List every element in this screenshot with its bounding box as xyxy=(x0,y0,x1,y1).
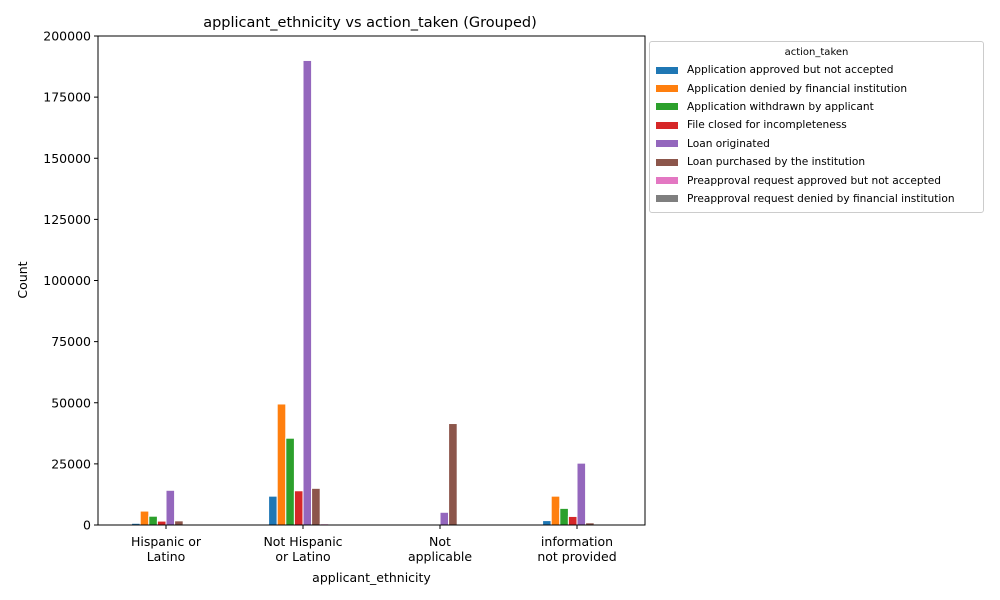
legend-swatch xyxy=(656,103,678,111)
bar xyxy=(156,520,167,526)
legend-item: Preapproval request approved but not acc… xyxy=(650,171,983,189)
bar xyxy=(165,489,176,526)
legend-item: Application withdrawn by applicant xyxy=(650,98,983,116)
legend-item: Preapproval request denied by financial … xyxy=(650,190,983,208)
bar xyxy=(311,487,321,526)
x-tick-label: or Latino xyxy=(275,549,330,564)
y-axis-label: Count xyxy=(15,261,30,298)
legend-swatch xyxy=(656,158,678,166)
legend-swatch xyxy=(656,66,678,74)
x-tick-label: Hispanic or xyxy=(131,534,202,549)
bar xyxy=(174,520,184,526)
bar xyxy=(439,511,450,526)
legend-item: Application approved but not accepted xyxy=(650,61,983,79)
bar xyxy=(148,515,158,526)
legend-swatch xyxy=(656,85,678,93)
x-tick-label: information xyxy=(541,534,613,549)
legend-swatch xyxy=(656,140,678,148)
bar xyxy=(567,515,578,526)
y-tick-label: 25000 xyxy=(51,456,91,471)
bar xyxy=(302,59,313,526)
y-tick-label: 100000 xyxy=(43,273,91,288)
y-tick-label: 175000 xyxy=(43,90,91,105)
legend-items: Application approved but not accepted App… xyxy=(650,61,983,208)
legend-title: action_taken xyxy=(784,47,849,58)
bar xyxy=(559,507,569,526)
legend-label: Loan purchased by the institution xyxy=(687,156,866,169)
y-tick-label: 75000 xyxy=(51,334,91,349)
y-tick-label: 150000 xyxy=(43,151,91,166)
legend-label: Application approved but not accepted xyxy=(687,64,894,77)
x-tick-label: Not Hispanic xyxy=(263,534,342,549)
bar xyxy=(550,495,561,526)
legend-item: Loan purchased by the institution xyxy=(650,153,983,171)
legend-label: Preapproval request approved but not acc… xyxy=(687,174,941,187)
legend-label: Loan originated xyxy=(687,137,770,150)
bar xyxy=(285,437,295,526)
bar xyxy=(268,495,278,526)
legend-item: Application denied by financial institut… xyxy=(650,79,983,97)
legend-item: File closed for incompleteness xyxy=(650,116,983,134)
x-tick-label: applicable xyxy=(408,549,472,564)
bar xyxy=(542,520,552,526)
legend-label: Application denied by financial institut… xyxy=(687,82,908,95)
chart-title: applicant_ethnicity vs action_taken (Gro… xyxy=(203,15,537,31)
y-tick-label: 125000 xyxy=(43,212,91,227)
legend-swatch xyxy=(656,121,678,129)
legend-label: Application withdrawn by applicant xyxy=(687,100,874,113)
legend-item: Loan originated xyxy=(650,135,983,153)
x-tick-label: Latino xyxy=(147,549,186,564)
y-tick-label: 50000 xyxy=(51,395,91,410)
legend-swatch xyxy=(656,195,678,203)
bar xyxy=(448,423,458,526)
x-tick-label: not provided xyxy=(537,549,616,564)
bar xyxy=(576,462,587,526)
legend-swatch xyxy=(656,177,678,185)
plot-frame xyxy=(97,35,646,526)
legend-label: Preapproval request denied by financial … xyxy=(687,192,955,205)
x-tick-label: Not xyxy=(429,534,451,549)
y-axis: 0 25000 50000 75000 100000 125000 150000 175000… xyxy=(43,29,98,533)
legend-label: File closed for incompleteness xyxy=(687,119,847,132)
bar xyxy=(293,490,304,526)
bars-group xyxy=(131,59,612,526)
y-tick-label: 200000 xyxy=(43,29,91,44)
bar xyxy=(276,403,287,526)
x-axis-label: applicant_ethnicity xyxy=(312,570,431,585)
legend: action_taken Application approved but no… xyxy=(649,41,984,213)
bar xyxy=(139,510,150,526)
y-tick-label: 0 xyxy=(83,518,91,533)
